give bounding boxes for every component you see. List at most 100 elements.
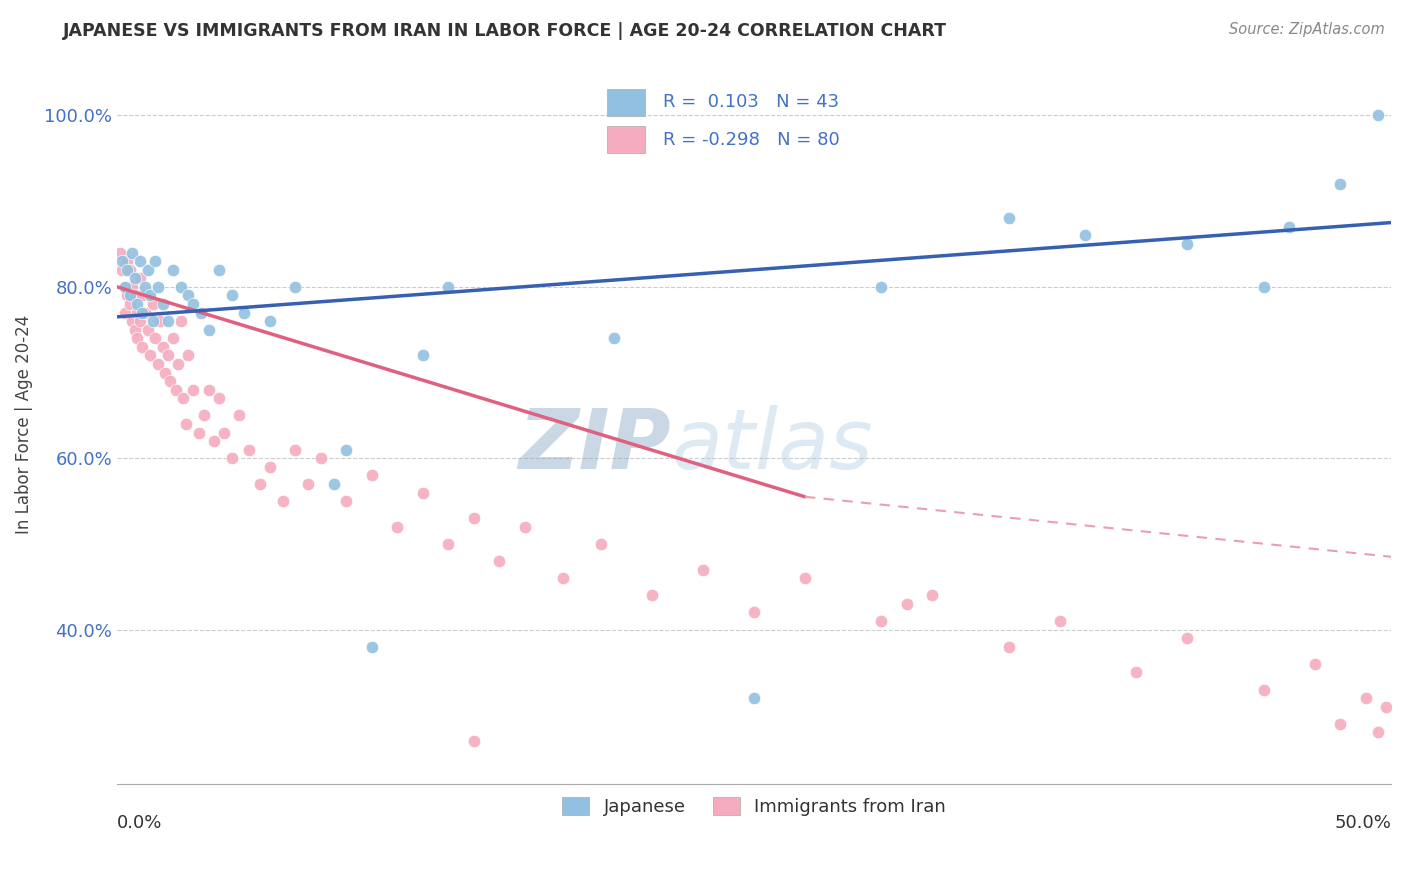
Point — [129, 254, 152, 268]
Point — [271, 494, 294, 508]
Point — [129, 271, 152, 285]
Point — [641, 588, 664, 602]
Point — [297, 477, 319, 491]
Point — [127, 297, 149, 311]
Point — [212, 425, 235, 440]
Point — [1125, 665, 1147, 680]
Point — [1367, 108, 1389, 122]
Point — [1074, 228, 1097, 243]
Point — [156, 314, 179, 328]
Text: Source: ZipAtlas.com: Source: ZipAtlas.com — [1229, 22, 1385, 37]
Point — [143, 331, 166, 345]
Point — [284, 442, 307, 457]
Point — [118, 288, 141, 302]
Point — [1049, 614, 1071, 628]
Point — [114, 280, 136, 294]
Point — [1329, 177, 1351, 191]
Point — [187, 425, 209, 440]
Point — [111, 262, 134, 277]
Point — [221, 451, 243, 466]
Point — [127, 305, 149, 319]
Point — [322, 477, 344, 491]
Point — [115, 262, 138, 277]
Point — [259, 459, 281, 474]
Point — [1278, 219, 1301, 234]
Point — [1375, 699, 1398, 714]
Point — [165, 383, 187, 397]
Point — [143, 254, 166, 268]
Point — [794, 571, 817, 585]
Point — [124, 271, 146, 285]
Point — [221, 288, 243, 302]
Point — [127, 331, 149, 345]
Point — [159, 374, 181, 388]
Point — [131, 305, 153, 319]
Point — [183, 383, 205, 397]
Point — [146, 280, 169, 294]
Point — [551, 571, 574, 585]
Point — [115, 288, 138, 302]
Point — [202, 434, 225, 448]
Point — [284, 280, 307, 294]
Point — [115, 254, 138, 268]
Point — [1175, 631, 1198, 645]
Text: JAPANESE VS IMMIGRANTS FROM IRAN IN LABOR FORCE | AGE 20-24 CORRELATION CHART: JAPANESE VS IMMIGRANTS FROM IRAN IN LABO… — [63, 22, 948, 40]
Point — [174, 417, 197, 431]
Point — [1175, 237, 1198, 252]
Point — [134, 280, 156, 294]
Point — [921, 588, 943, 602]
Point — [1354, 691, 1376, 706]
Point — [513, 520, 536, 534]
Point — [208, 262, 231, 277]
Point — [360, 640, 382, 654]
Point — [183, 297, 205, 311]
Point — [463, 511, 485, 525]
Point — [228, 409, 250, 423]
Point — [152, 297, 174, 311]
Point — [437, 280, 460, 294]
Point — [134, 305, 156, 319]
Point — [172, 391, 194, 405]
Point — [335, 494, 357, 508]
Point — [162, 331, 184, 345]
Point — [1253, 280, 1275, 294]
Text: 0.0%: 0.0% — [117, 814, 162, 832]
Point — [463, 734, 485, 748]
Point — [121, 314, 143, 328]
Point — [121, 280, 143, 294]
Point — [111, 254, 134, 268]
Point — [190, 305, 212, 319]
Point — [131, 288, 153, 302]
Point — [170, 280, 193, 294]
Point — [360, 468, 382, 483]
Point — [114, 280, 136, 294]
Point — [139, 348, 162, 362]
Legend: Japanese, Immigrants from Iran: Japanese, Immigrants from Iran — [553, 789, 955, 825]
Point — [742, 691, 765, 706]
Point — [259, 314, 281, 328]
Point — [136, 262, 159, 277]
Point — [335, 442, 357, 457]
Point — [603, 331, 626, 345]
Point — [488, 554, 510, 568]
Point — [896, 597, 918, 611]
Point — [136, 323, 159, 337]
Y-axis label: In Labor Force | Age 20-24: In Labor Force | Age 20-24 — [15, 314, 32, 533]
Point — [238, 442, 260, 457]
Point — [742, 606, 765, 620]
Point — [124, 288, 146, 302]
Point — [591, 537, 613, 551]
Point — [412, 348, 434, 362]
Point — [142, 297, 165, 311]
Text: 50.0%: 50.0% — [1334, 814, 1391, 832]
Point — [1329, 717, 1351, 731]
Point — [997, 211, 1019, 226]
Point — [167, 357, 190, 371]
Point — [1367, 725, 1389, 739]
Point — [118, 262, 141, 277]
Point — [129, 314, 152, 328]
Point — [249, 477, 271, 491]
Point — [208, 391, 231, 405]
Point — [233, 305, 256, 319]
Point — [692, 563, 714, 577]
